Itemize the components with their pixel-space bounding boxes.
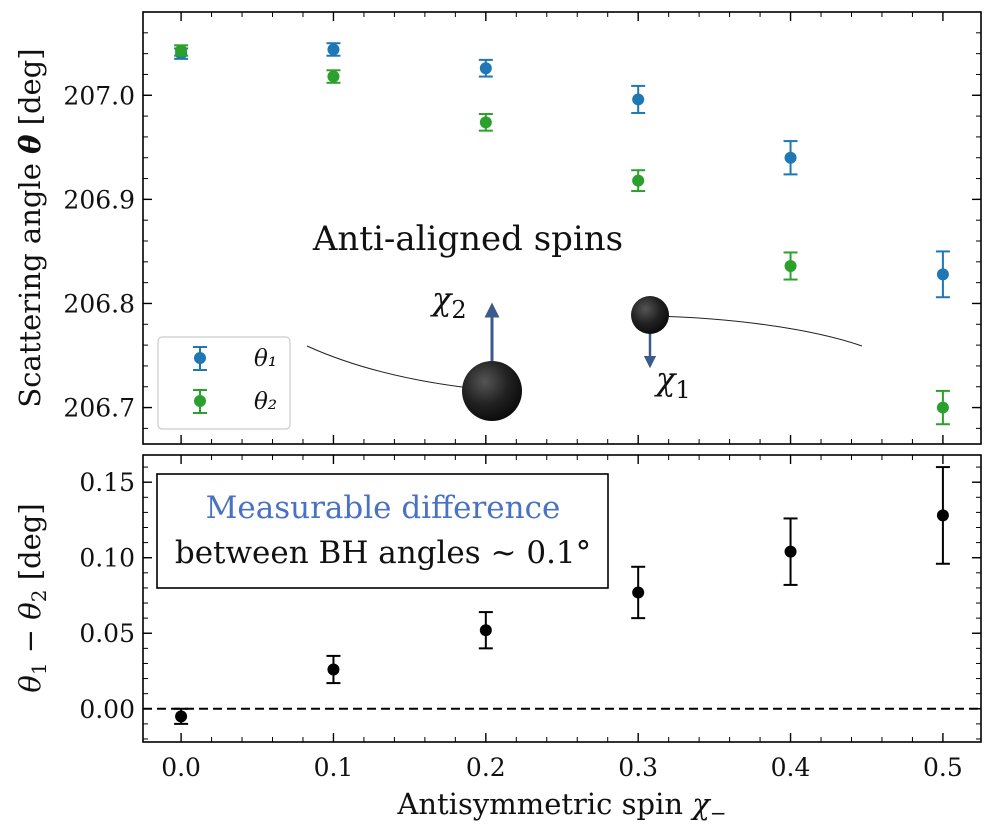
series-1-point [326,42,341,57]
data-marker [327,43,340,56]
difference-point [631,565,646,620]
series-2-point [478,113,493,132]
series-1-point [783,140,798,176]
black-hole-1 [631,296,669,334]
bottom-y-ticks: 0.00 0.05 0.10 0.15 [79,466,981,740]
data-marker [175,44,188,57]
x-axis-label: Antisymmetric spin χ− [396,787,726,825]
series-2-point [631,169,646,193]
top-y-tick-label: 206.8 [63,289,135,318]
top-y-ticks: 206.7 206.8 206.9 207.0 [63,32,981,429]
legend-marker-theta1 [194,352,206,364]
bottom-x-ticks: 0.0 0.1 0.2 0.3 0.4 0.5 [161,455,963,782]
difference-point [174,707,189,725]
bottom-y-tick-label: 0.05 [79,619,135,648]
series-2-point [935,389,950,426]
bottom-panel: 0.00 0.05 0.10 0.15 0.0 0.1 0.2 0.3 0.4 0.5 θ1 −… [13,454,982,825]
bottom-y-tick-label: 0.10 [79,544,135,573]
x-tick-label: 0.4 [771,753,811,782]
data-marker [175,710,188,723]
series-1-point [631,84,646,114]
x-tick-label: 0.3 [618,753,658,782]
legend-frame [157,336,291,430]
legend-entry-theta1: θ₁ [193,346,277,372]
top-y-tick-label: 207.0 [63,81,135,110]
series-1-point [478,58,493,78]
bottom-y-tick-label: 0.00 [79,695,135,724]
data-marker [479,624,492,637]
annotation-frame [156,473,609,589]
top-y-axis-label: Scattering angle θ [deg] [13,48,47,407]
top-x-ticks [180,12,944,444]
bottom-data-points [174,466,950,725]
legend-marker-theta2 [194,395,206,407]
bottom-y-axis-label: θ1 − θ2 [deg] [13,503,51,692]
bh2-trajectory [306,345,471,389]
data-marker [936,268,949,281]
legend-label-theta2: θ₂ [254,389,277,415]
legend-entry-theta2: θ₂ [193,389,277,415]
top-y-tick-label: 206.7 [63,394,135,423]
chi1-label: χ1 [654,360,691,404]
difference-annotation-box: Measurable difference between BH angles … [156,473,609,589]
data-marker [632,586,645,599]
x-tick-label: 0.5 [923,753,963,782]
difference-point [326,654,341,685]
series-1-point [935,250,950,299]
annotation-line-2: between BH angles ~ 0.1° [175,535,591,571]
data-marker [632,93,645,106]
data-marker [784,151,797,164]
legend-label-theta1: θ₁ [254,346,277,372]
annotation-line-1: Measurable difference [206,490,561,526]
data-marker [936,401,949,414]
top-y-tick-label: 206.9 [63,185,135,214]
x-tick-label: 0.1 [314,753,354,782]
difference-point [783,517,798,586]
anti-aligned-annotation: Anti-aligned spins [312,219,623,259]
bottom-plot-frame [142,454,982,743]
data-marker [784,259,797,272]
data-marker [479,62,492,75]
data-marker [479,116,492,129]
x-tick-label: 0.0 [161,753,201,782]
black-hole-illustration: χ2 χ1 [306,280,863,421]
data-marker [936,509,949,522]
data-marker [784,545,797,558]
top-plot-frame [142,11,982,445]
legend: θ₁ θ₂ [157,336,291,430]
black-hole-2 [462,361,522,421]
top-panel: 206.7 206.8 206.9 207.0 Scattering angle θ … [13,11,982,445]
bh1-trajectory [654,315,863,347]
data-marker [327,70,340,83]
difference-point [478,611,493,650]
x-tick-label: 0.2 [466,753,506,782]
difference-point [935,466,950,565]
data-marker [632,174,645,187]
data-marker [327,663,340,676]
series-2-point [174,44,189,57]
series-2-point [783,251,798,281]
bottom-y-tick-label: 0.15 [79,468,135,497]
chi2-label: χ2 [430,280,467,324]
top-data-points [174,42,950,426]
series-2-point [326,69,341,84]
